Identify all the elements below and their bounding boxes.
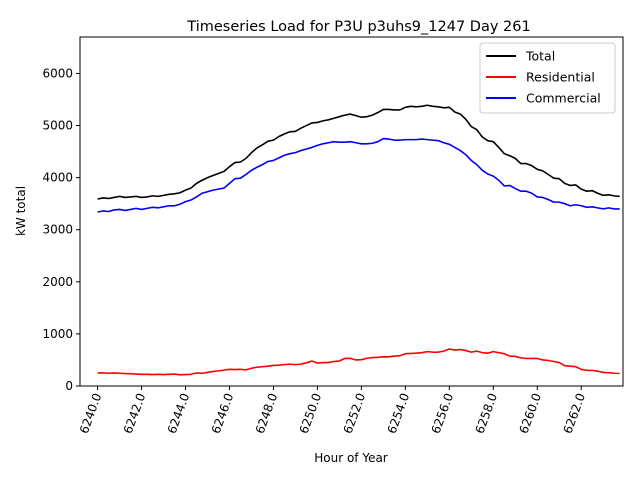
plot-area-frame	[79, 36, 624, 387]
legend-label-total: Total	[525, 49, 555, 64]
series-line-residential	[97, 348, 620, 376]
legend-box	[479, 42, 616, 114]
y-tick-label: 2000	[42, 275, 73, 289]
x-axis-label: Hour of Year	[314, 451, 388, 465]
series-line-total	[97, 104, 620, 200]
y-tick-label: 3000	[42, 223, 73, 237]
chart-title: Timeseries Load for P3U p3uhs9_1247 Day …	[186, 19, 530, 35]
y-tick-label: 6000	[42, 66, 73, 80]
y-tick-label: 4000	[42, 171, 73, 185]
y-tick-label: 5000	[42, 119, 73, 133]
legend-label-commercial: Commercial	[526, 91, 601, 106]
y-tick-label: 0	[65, 379, 73, 393]
legend-label-residential: Residential	[526, 70, 595, 85]
legend: Total Residential Commercial	[479, 42, 616, 114]
series-layer	[97, 104, 620, 376]
series-line-commercial	[97, 137, 620, 213]
y-tick-label: 1000	[42, 327, 73, 341]
y-axis-label: kW total	[14, 186, 28, 236]
